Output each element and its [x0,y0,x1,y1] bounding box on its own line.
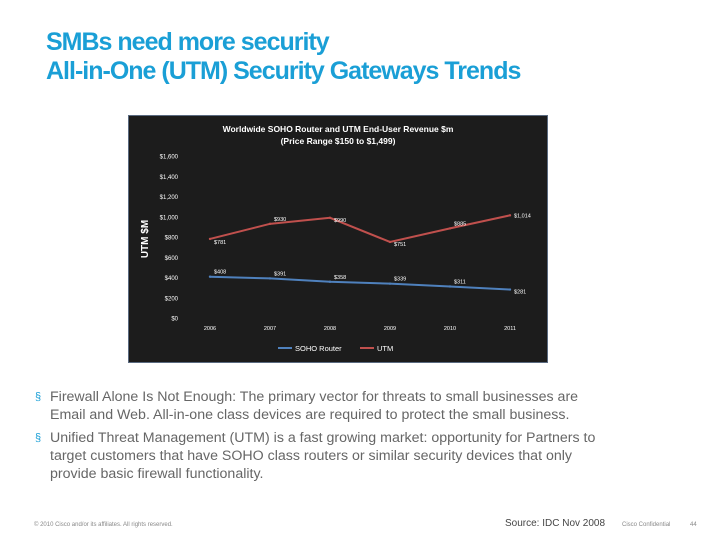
page-number: 44 [690,522,697,528]
chart-subtitle: (Price Range $150 to $1,499) [281,136,396,146]
revenue-chart: Worldwide SOHO Router and UTM End-User R… [128,115,548,363]
utm-data-label: $1,014 [514,213,531,219]
slide-title-line1: SMBs need more security [46,28,330,56]
x-tick-label: 2009 [384,326,396,332]
soho-router-data-label: $311 [454,280,466,286]
utm-series-line [209,214,511,244]
source-note: Source: IDC Nov 2008 [505,518,606,529]
utm-legend-label: UTM [377,344,393,353]
utm-data-point [268,222,272,226]
y-tick-label: $800 [165,236,179,242]
soho-router-data-label: $339 [394,277,406,283]
soho-router-data-point [268,277,272,280]
copyright-notice: © 2010 Cisco and/or its affiliates. All … [34,522,173,528]
utm-data-label: $930 [274,217,286,223]
soho-router-data-label: $281 [514,290,526,296]
soho-router-data-point [448,285,452,288]
bullet-list: § Firewall Alone Is Not Enough: The prim… [35,388,615,488]
x-tick-label: 2008 [324,326,336,332]
utm-data-point [508,214,512,217]
y-tick-label: $200 [165,296,179,302]
bullet-mark: § [35,432,42,444]
bullet-item: § Unified Threat Management (UTM) is a f… [35,429,615,483]
y-tick-label: $0 [171,317,178,323]
x-tick-label: 2007 [264,326,276,332]
utm-data-point [448,227,452,230]
bullet-text: Unified Threat Management (UTM) is a fas… [50,430,596,482]
x-tick-label: 2010 [444,326,456,332]
y-tick-label: $1,200 [160,195,179,201]
chart-background [128,115,548,363]
utm-data-label: $990 [334,218,346,224]
y-tick-label: $400 [165,276,179,282]
soho-router-data-label: $358 [334,275,346,281]
x-tick-label: 2011 [504,326,516,332]
soho-router-legend-label: SOHO Router [295,344,342,353]
utm-data-label: $751 [394,242,406,248]
y-tick-label: $600 [165,256,179,262]
utm-data-point [388,240,392,244]
soho-router-data-point [508,288,512,291]
utm-data-label: $781 [214,240,226,246]
y-tick-label: $1,400 [160,175,179,181]
soho-router-data-point [208,275,212,278]
utm-data-point [208,237,212,241]
utm-data-point [328,216,332,219]
confidential-label: Cisco Confidential [622,522,671,528]
bullet-item: § Firewall Alone Is Not Enough: The prim… [35,388,615,424]
chart-svg: Worldwide SOHO Router and UTM End-User R… [128,115,548,363]
slide-title-line2: All-in-One (UTM) Security Gateways Trend… [46,57,521,85]
soho-router-data-point [388,282,392,285]
y-axis-label: UTM $M [140,220,151,258]
soho-router-data-label: $408 [214,270,226,276]
soho-router-series-line [209,275,511,291]
chart-title: Worldwide SOHO Router and UTM End-User R… [223,124,454,134]
y-tick-label: $1,600 [160,155,179,161]
soho-router-data-point [328,280,332,283]
bullet-mark: § [35,391,42,403]
chart-border [128,115,548,363]
soho-router-data-label: $391 [274,271,286,277]
x-tick-label: 2006 [204,326,216,332]
bullet-text: Firewall Alone Is Not Enough: The primar… [50,389,579,423]
y-tick-label: $1,000 [160,215,179,221]
utm-data-label: $885 [454,221,466,227]
